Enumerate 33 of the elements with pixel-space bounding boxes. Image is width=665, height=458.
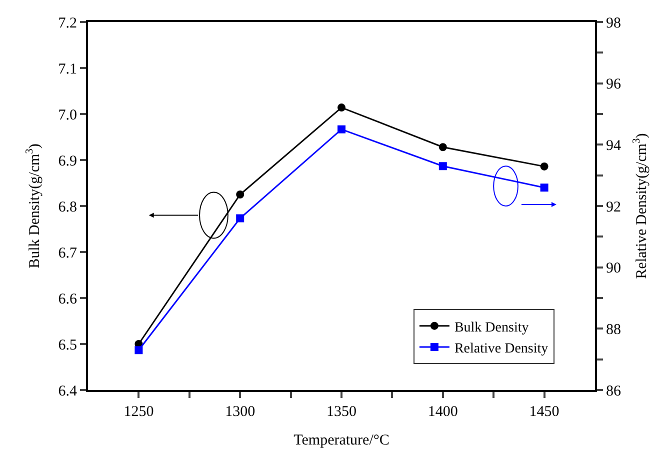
point	[438, 162, 447, 170]
x-tick-label: 1350	[326, 404, 356, 420]
y-tick-label: 6.9	[58, 153, 77, 170]
y-tick-label: 6.4	[58, 383, 78, 400]
legend-label: Relative Density	[454, 342, 548, 356]
point	[438, 143, 447, 152]
y2-tick-label: 88	[606, 322, 621, 338]
y2-tick-label: 92	[606, 199, 621, 216]
point	[338, 125, 346, 134]
y-tick-label: 7.1	[58, 61, 77, 78]
point	[236, 190, 244, 198]
point	[134, 346, 143, 354]
y2-tick-label: 90	[606, 260, 621, 277]
y-tick-label: 6.5	[58, 337, 77, 354]
point	[236, 214, 244, 222]
x-axis-title: Temperature/°C	[294, 432, 390, 448]
point	[338, 104, 346, 112]
y-tick-label: 6.7	[58, 245, 78, 262]
y-tick-label: 6.8	[58, 199, 77, 216]
x-tick-label: 1300	[225, 404, 256, 420]
legend-label: Bulk Density	[454, 320, 529, 336]
y2-tick-label: 86	[606, 383, 622, 400]
point	[540, 184, 548, 192]
y2-tick-label: 96	[606, 76, 622, 93]
y-tick-label: 7.2	[58, 15, 77, 32]
x-tick-label: 1250	[124, 404, 154, 420]
y2-tick-label: 98	[606, 15, 621, 32]
x-tick-label: 1450	[529, 404, 560, 420]
y-tick-label: 6.6	[58, 291, 78, 308]
x-tick-label: 1400	[428, 404, 458, 420]
y-tick-label: 7.0	[58, 107, 77, 124]
y2-tick-label: 94	[606, 138, 622, 154]
point	[540, 162, 548, 170]
